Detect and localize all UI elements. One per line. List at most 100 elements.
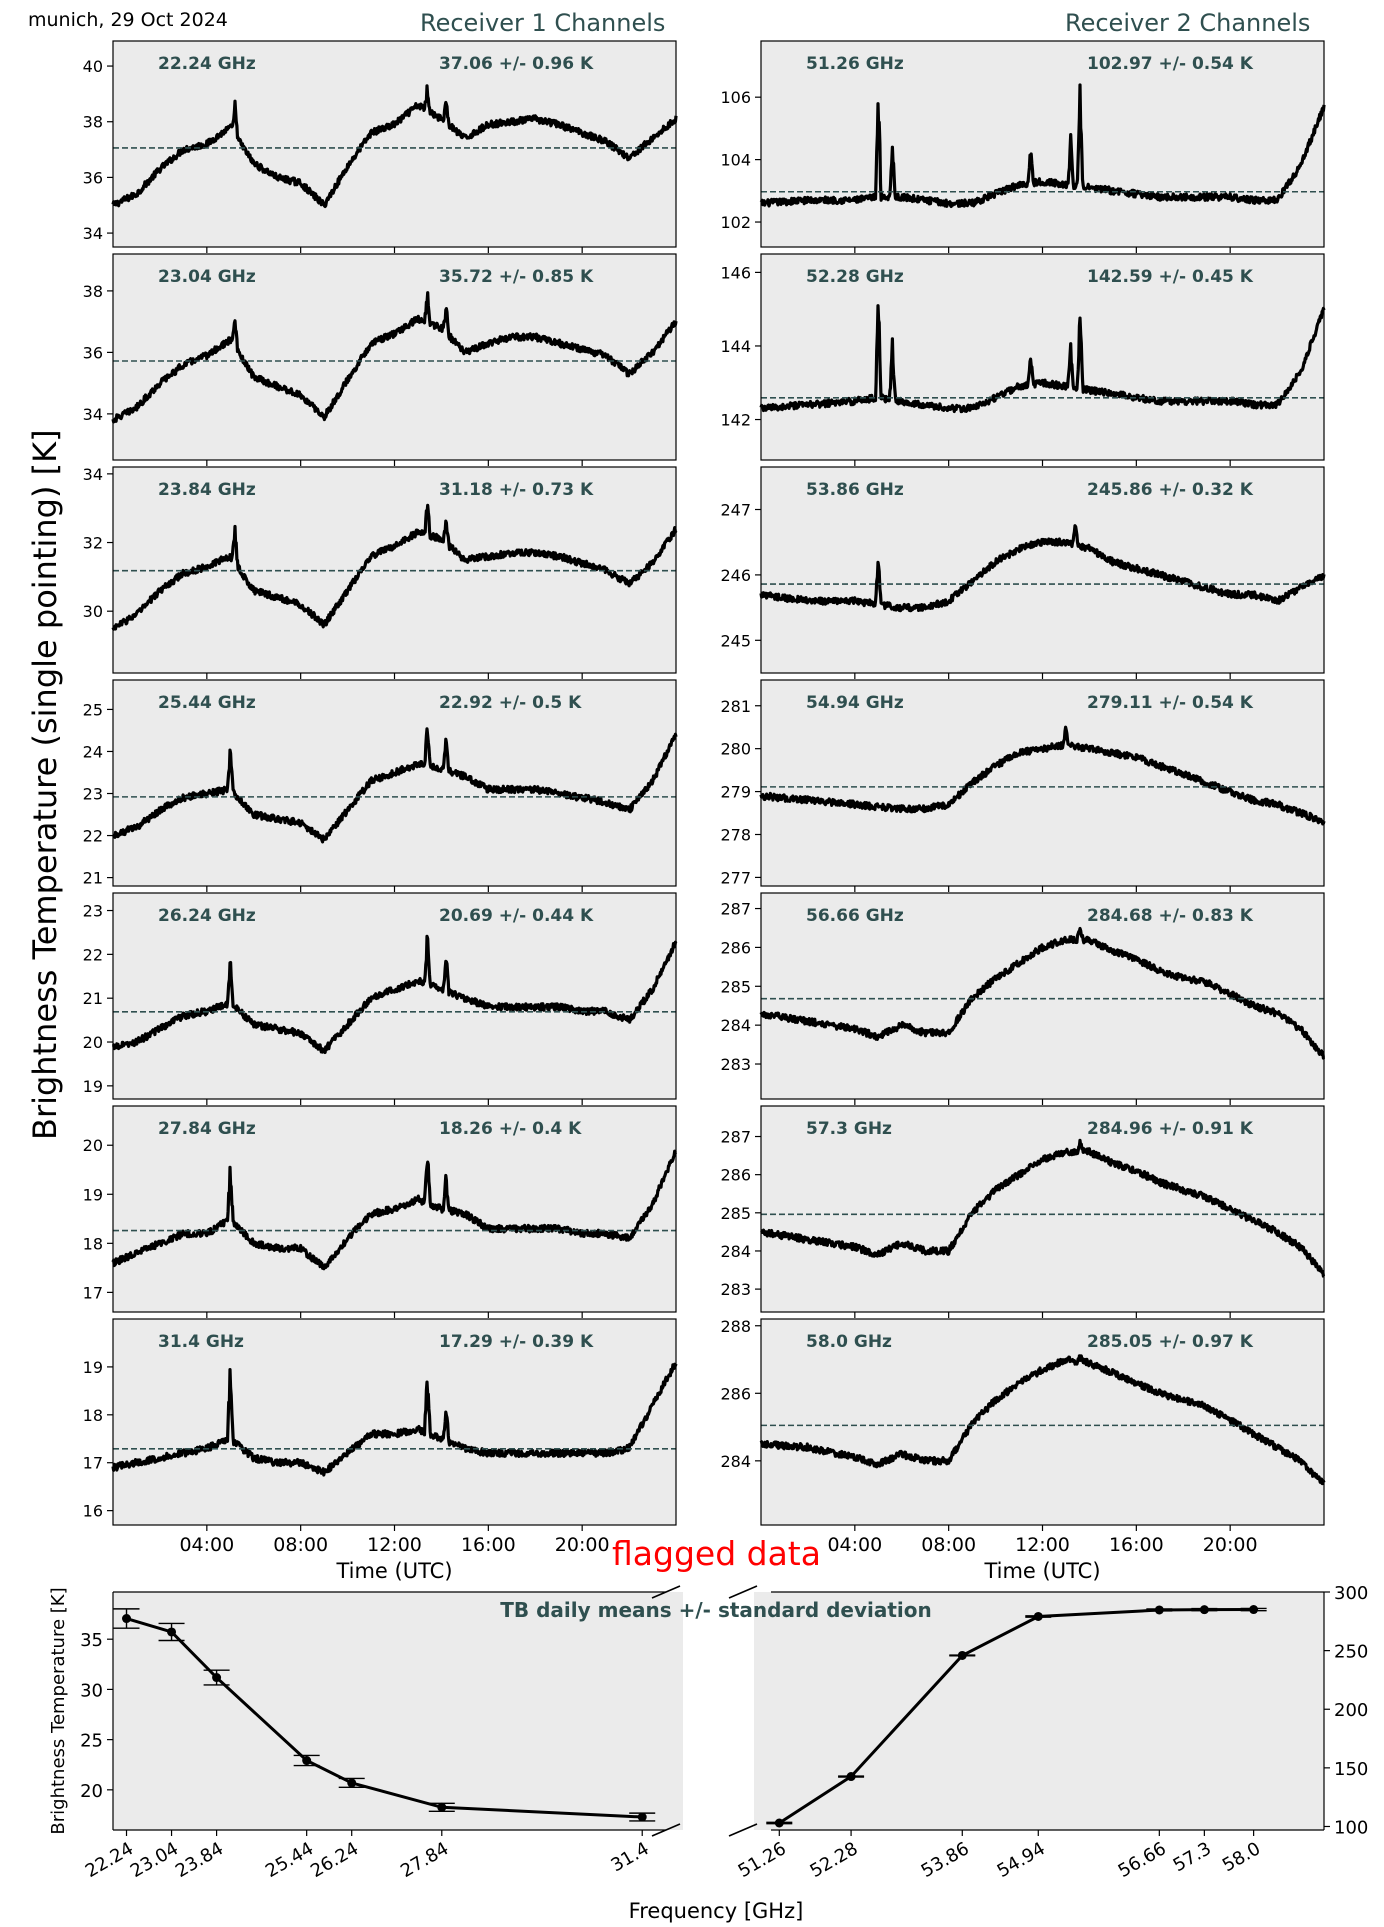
y-tick-label: 40 [83, 57, 103, 76]
y-tick-label: 38 [83, 113, 103, 132]
channel-label: 54.94 GHz [806, 693, 904, 713]
freq-y-tick-label: 25 [80, 1731, 103, 1752]
x-axis-label: Time (UTC) [983, 1559, 1100, 1583]
right-mean-point [957, 1650, 967, 1660]
y-tick-label: 245 [720, 631, 751, 650]
left-mean-point [122, 1614, 132, 1624]
freq-x-axis-label: Frequency [GHz] [629, 1899, 804, 1923]
right-mean-point [1154, 1605, 1164, 1615]
x-tick-label: 08:00 [273, 1534, 328, 1556]
freq-y-tick-label: 35 [80, 1630, 103, 1651]
y-tick-label: 284 [720, 1016, 751, 1035]
data-series [759, 725, 1326, 826]
freq-x-tick-label: 26.24 [307, 1838, 362, 1882]
receiver2-title: Receiver 2 Channels [1065, 9, 1311, 37]
freq-x-tick-label: 57.3 [1170, 1838, 1215, 1876]
channel-stat: 142.59 +/- 0.45 K [1087, 267, 1254, 287]
y-tick-label: 104 [720, 151, 751, 170]
x-tick-label: 12:00 [1015, 1534, 1070, 1556]
data-series [111, 503, 678, 631]
receiver1-title: Receiver 1 Channels [420, 9, 666, 37]
channel-label: 57.3 GHz [806, 1119, 892, 1139]
y-tick-label: 281 [720, 697, 751, 716]
channel-stat: 285.05 +/- 0.97 K [1087, 1332, 1254, 1352]
y-tick-label: 32 [83, 534, 103, 553]
data-series [759, 1138, 1326, 1278]
timeseries-panel-r1-6: 16 17 18 19 04:00 08:00 12:00 16:00 20:00 31.4 GH… [83, 1318, 678, 1556]
channel-label: 26.24 GHz [158, 906, 256, 926]
channel-stat: 245.86 +/- 0.32 K [1087, 480, 1254, 500]
freq-x-tick-label: 23.84 [172, 1838, 227, 1882]
y-tick-label: 21 [83, 869, 103, 888]
panel-background [113, 893, 676, 1099]
freq-y-tick-label-right: 300 [1334, 1583, 1368, 1604]
right-mean-point [1033, 1611, 1043, 1621]
y-tick-label: 38 [83, 282, 103, 301]
y-tick-label: 23 [83, 785, 103, 804]
left-mean-point [167, 1627, 177, 1637]
y-tick-label: 277 [720, 868, 751, 887]
right-mean-point [774, 1818, 784, 1828]
y-tick-label: 146 [720, 263, 751, 282]
y-tick-label: 24 [83, 742, 103, 761]
channel-label: 56.66 GHz [806, 906, 904, 926]
channel-stat: 284.68 +/- 0.83 K [1087, 906, 1254, 926]
y-tick-label: 279 [720, 783, 751, 802]
y-tick-label: 280 [720, 740, 751, 759]
y-tick-label: 22 [83, 945, 103, 964]
x-tick-label: 20:00 [555, 1534, 610, 1556]
channel-label: 25.44 GHz [158, 693, 256, 713]
x-tick-label: 08:00 [921, 1534, 976, 1556]
channel-label: 53.86 GHz [806, 480, 904, 500]
y-tick-label: 106 [720, 88, 751, 107]
data-series [759, 524, 1326, 613]
timeseries-panel-r2-2: 245 246 247 53.86 GHz 245.86 +/- 0.32 K [720, 466, 1326, 679]
left-mean-point [437, 1802, 447, 1812]
x-tick-label: 20:00 [1203, 1534, 1258, 1556]
channel-stat: 22.92 +/- 0.5 K [439, 693, 582, 713]
y-tick-label: 144 [720, 337, 751, 356]
freq-y-tick-label-right: 100 [1334, 1817, 1368, 1838]
timeseries-panel-r1-2: 30 32 34 23.84 GHz 31.18 +/- 0.73 K [83, 465, 678, 679]
timeseries-panel-r1-5: 17 18 19 20 27.84 GHz 18.26 +/- 0.4 K [83, 1105, 678, 1318]
y-tick-label: 17 [83, 1454, 103, 1473]
x-tick-label: 12:00 [367, 1534, 422, 1556]
y-tick-label: 278 [720, 826, 751, 845]
y-tick-label: 34 [83, 465, 103, 484]
right-mean-point [1199, 1605, 1209, 1615]
y-tick-label: 30 [83, 602, 103, 621]
y-tick-label: 34 [83, 405, 103, 424]
left-mean-point [212, 1673, 222, 1683]
channel-label: 51.26 GHz [806, 54, 904, 74]
data-series [111, 934, 678, 1055]
x-tick-label: 04:00 [179, 1534, 234, 1556]
channel-stat: 35.72 +/- 0.85 K [439, 267, 594, 287]
y-tick-label: 18 [83, 1406, 103, 1425]
y-tick-label: 36 [83, 168, 103, 187]
freq-x-tick-label: 52.28 [806, 1838, 861, 1882]
freq-x-tick-label: 22.24 [82, 1838, 137, 1882]
x-axis-label: Time (UTC) [335, 1559, 452, 1583]
timeseries-panel-r1-4: 19 20 21 22 23 26.24 GHz 20.69 +/- 0.44 K [83, 892, 678, 1105]
data-series [759, 83, 1326, 208]
timeseries-panel-r2-5: 283 284 285 286 287 57.3 GHz 284.96 +/- 0.91 K [720, 1105, 1326, 1318]
panel-background [761, 41, 1324, 247]
y-tick-label: 283 [720, 1280, 751, 1299]
panel-background [761, 467, 1324, 673]
y-tick-label: 287 [720, 900, 751, 919]
data-series [111, 84, 678, 209]
y-tick-label: 36 [83, 343, 103, 362]
x-tick-label: 16:00 [1109, 1534, 1164, 1556]
freq-x-tick-label: 51.26 [735, 1838, 790, 1882]
channel-stat: 102.97 +/- 0.54 K [1087, 54, 1254, 74]
channel-stat: 279.11 +/- 0.54 K [1087, 693, 1254, 713]
y-tick-label: 285 [720, 977, 751, 996]
timeseries-panel-r2-0: 102 104 106 51.26 GHz 102.97 +/- 0.54 K [720, 40, 1326, 253]
freq-plot-title: TB daily means +/- standard deviation [500, 1598, 932, 1622]
channel-label: 58.0 GHz [806, 1332, 892, 1352]
freq-y-axis-label: Brightness Temperature [K] [48, 1587, 69, 1834]
data-series [111, 291, 678, 424]
y-tick-label: 21 [83, 989, 103, 1008]
